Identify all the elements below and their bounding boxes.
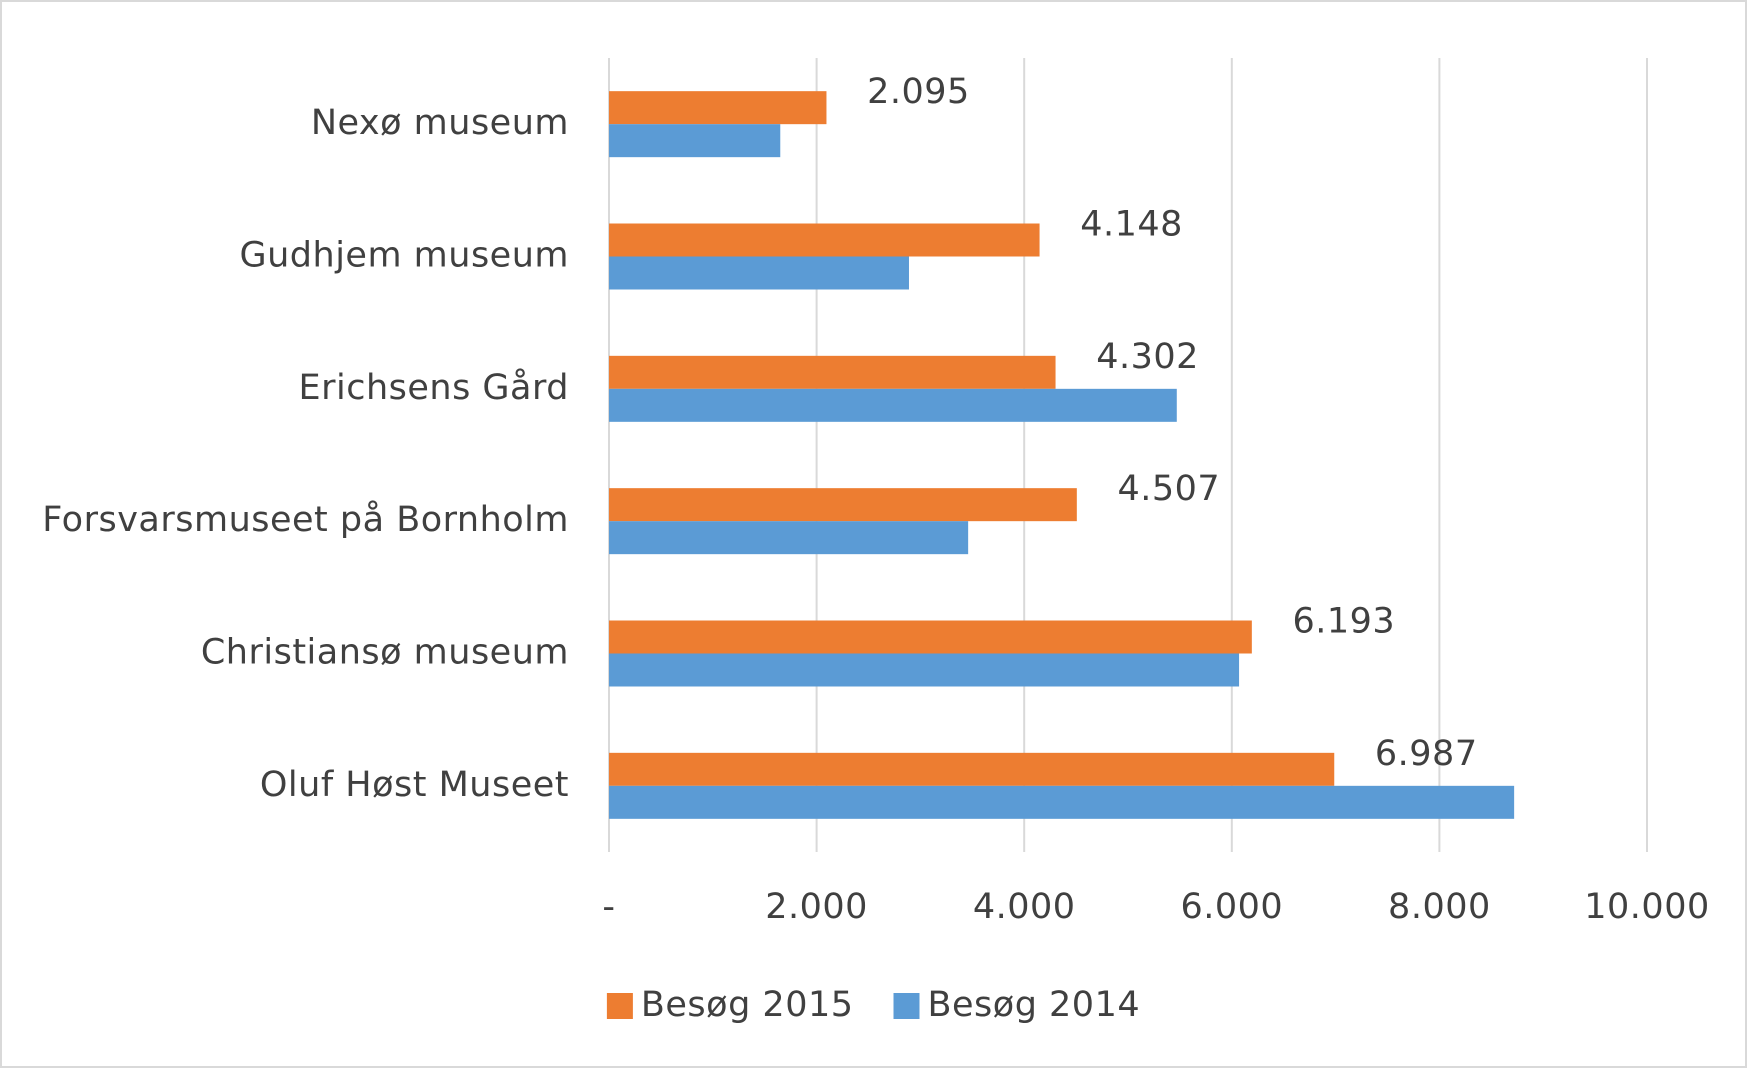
bar: [609, 91, 827, 125]
y-tick-label: Oluf Høst Museet: [260, 765, 569, 805]
data-label: 4.148: [1080, 205, 1183, 245]
data-label: 6.987: [1375, 734, 1478, 774]
data-label: 4.507: [1117, 469, 1220, 509]
bar: [609, 752, 1335, 786]
x-tick-label: -: [602, 887, 615, 927]
x-tick-label: 2.000: [765, 887, 868, 927]
x-tick-label: 10.000: [1584, 887, 1709, 927]
bar: [609, 488, 1077, 522]
x-tick-label: 4.000: [973, 887, 1076, 927]
bar: [609, 124, 781, 158]
bar: [609, 256, 909, 290]
data-label: 2.095: [867, 72, 970, 112]
bar: [609, 521, 969, 555]
legend-swatch: [606, 993, 633, 1019]
bar: [609, 653, 1240, 687]
y-tick-label: Gudhjem museum: [239, 236, 569, 276]
y-tick-label: Forsvarsmuseet på Bornholm: [42, 499, 569, 540]
bar: [609, 355, 1056, 389]
legend-label: Besøg 2015: [641, 985, 854, 1025]
bar: [609, 223, 1040, 257]
x-tick-label: 6.000: [1180, 887, 1283, 927]
bar: [609, 785, 1515, 819]
bar: [609, 388, 1177, 422]
y-tick-label: Nexø museum: [311, 103, 569, 143]
legend-swatch: [893, 993, 920, 1019]
x-tick-label: 8.000: [1388, 887, 1491, 927]
data-label: 4.302: [1096, 337, 1199, 377]
legend-label: Besøg 2014: [928, 985, 1141, 1025]
y-tick-label: Christiansø museum: [201, 633, 569, 673]
y-tick-label: Erichsens Gård: [298, 367, 569, 408]
data-label: 6.193: [1292, 602, 1395, 642]
bar: [609, 620, 1252, 654]
